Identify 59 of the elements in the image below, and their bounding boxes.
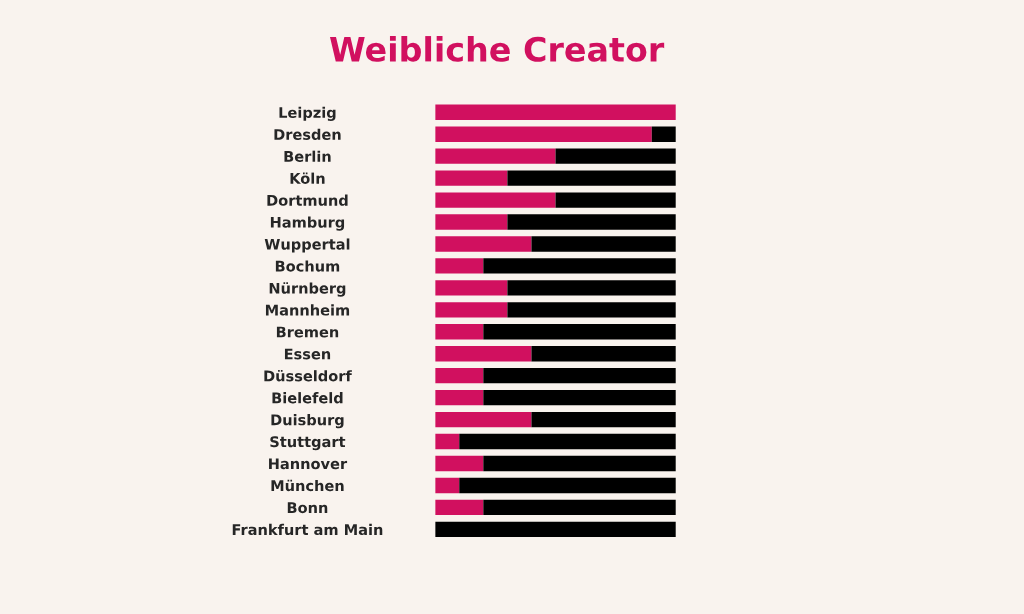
bar: [435, 433, 460, 450]
y-tick-label: Hannover: [269, 458, 348, 470]
y-tick-label: Dresden: [274, 128, 341, 140]
bar: [435, 148, 556, 164]
y-tick-label: Essen: [284, 348, 331, 360]
bar: [483, 324, 676, 340]
bar: [435, 170, 508, 186]
bar: [507, 214, 676, 230]
bar: [435, 214, 508, 230]
bar: [483, 368, 676, 384]
y-tick-label: Duisburg: [271, 414, 344, 429]
bar: [435, 324, 484, 340]
y-tick-label: Leipzig: [279, 106, 336, 121]
bar: [435, 192, 556, 208]
bar: [651, 126, 676, 142]
y-tick-label: Köln: [290, 172, 325, 184]
y-tick-label: Bonn: [287, 502, 328, 514]
bar: [435, 389, 484, 406]
bar: [507, 280, 676, 296]
y-tick-label: Frankfurt am Main: [232, 523, 383, 536]
bar: [435, 411, 532, 428]
bar: [435, 521, 676, 538]
bar: [435, 455, 484, 472]
bar: [483, 258, 676, 274]
bar: [435, 126, 652, 142]
bar: [507, 302, 676, 318]
bar: [435, 346, 532, 362]
y-tick-label: Wuppertal: [264, 238, 350, 253]
bar: [435, 302, 508, 318]
bar: [459, 477, 676, 494]
y-tick-label: München: [271, 479, 344, 492]
bar: [483, 455, 676, 472]
bar: [435, 280, 508, 296]
y-tick-label: Dortmund: [267, 194, 348, 206]
bar: [483, 389, 676, 406]
bar: [531, 411, 676, 428]
bar: [459, 433, 676, 450]
bar: [507, 170, 676, 186]
y-tick-label: Hamburg: [270, 216, 345, 231]
bar: [435, 368, 484, 384]
y-tick-label: Düsseldorf: [264, 369, 352, 382]
bar: [531, 346, 676, 362]
bar: [435, 258, 484, 274]
y-tick-label: Bielefeld: [272, 392, 343, 404]
bar: [435, 477, 460, 494]
chart-title: Weibliche Creator: [329, 36, 665, 62]
bar: [435, 104, 676, 120]
y-tick-label: Bochum: [275, 260, 340, 272]
y-tick-label: Berlin: [284, 150, 331, 162]
bar: [435, 499, 484, 516]
y-tick-label: Mannheim: [265, 304, 350, 316]
bar: [435, 236, 532, 252]
y-tick-label: Nürnberg: [269, 282, 346, 297]
y-tick-label: Bremen: [276, 326, 339, 338]
y-tick-label: Stuttgart: [270, 436, 346, 451]
bar: [555, 192, 676, 208]
bar: [555, 148, 676, 164]
bar: [483, 499, 676, 516]
bar: [531, 236, 676, 252]
